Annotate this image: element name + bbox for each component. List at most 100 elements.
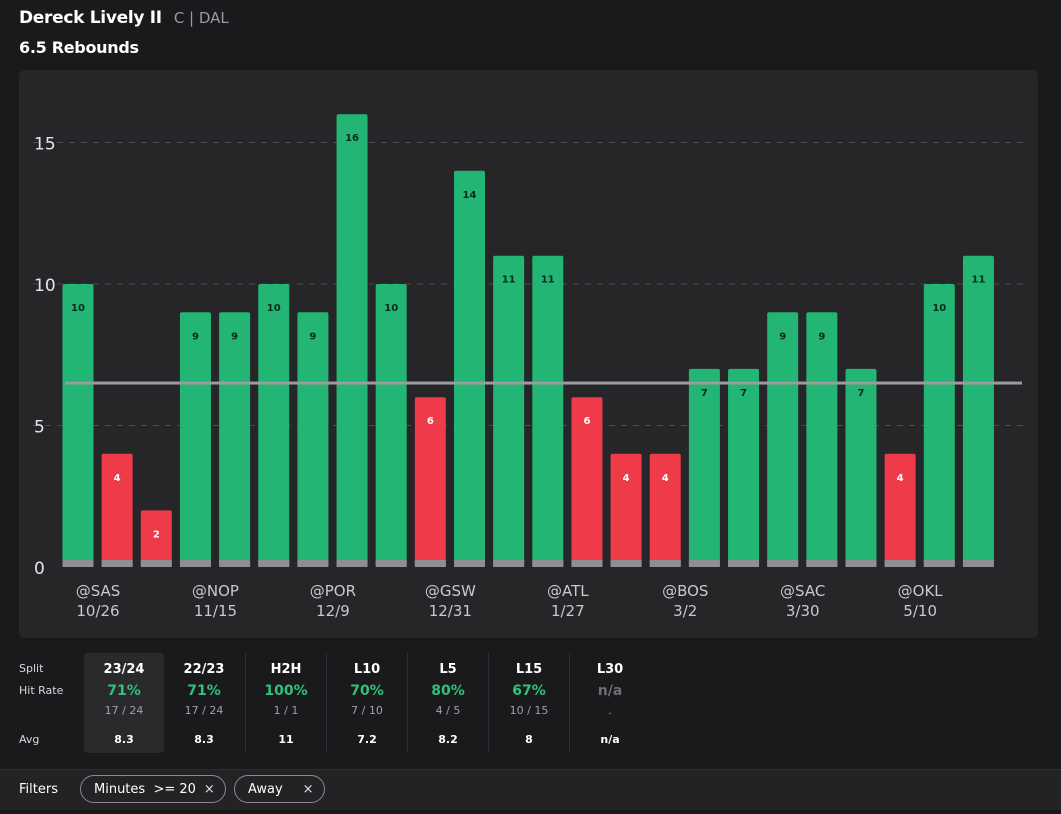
player-name: Dereck Lively II — [19, 8, 162, 28]
bar-base — [688, 560, 720, 567]
bar-base — [297, 560, 329, 567]
split-column-l5[interactable]: L5 80% 4 / 5 8.2 — [407, 653, 488, 753]
bar-value-label: 9 — [231, 331, 238, 342]
bar-base — [101, 560, 133, 567]
filter-chip-away[interactable]: Away × — [234, 775, 325, 803]
x-tick-date: 11/15 — [194, 602, 237, 620]
bar-base — [62, 560, 94, 567]
hit-fraction: 4 / 5 — [435, 704, 461, 717]
bar[interactable] — [845, 368, 877, 567]
bar-value-label: 10 — [267, 303, 281, 314]
x-tick-date: 3/2 — [673, 602, 697, 620]
bar[interactable] — [258, 284, 290, 567]
bar[interactable] — [414, 397, 446, 567]
bar[interactable] — [610, 453, 642, 567]
split-label: 22/23 — [183, 662, 225, 677]
bar-base — [414, 560, 446, 567]
bar-base — [923, 560, 955, 567]
bar[interactable] — [101, 453, 133, 567]
bar-value-label: 16 — [345, 133, 359, 144]
split-column-l10[interactable]: L10 70% 7 / 10 7.2 — [326, 653, 407, 753]
bar[interactable] — [688, 368, 720, 567]
bar[interactable] — [767, 312, 799, 567]
split-column-22-23[interactable]: 22/23 71% 17 / 24 8.3 — [164, 653, 244, 753]
hit-fraction: . — [608, 704, 612, 717]
hit-rate-value: n/a — [597, 683, 623, 699]
bar-base — [219, 560, 251, 567]
split-column-23-24[interactable]: 23/24 71% 17 / 24 8.3 — [84, 653, 164, 753]
x-tick-opponent: @GSW — [425, 582, 476, 600]
bar[interactable] — [962, 255, 994, 567]
bar-value-label: 6 — [583, 416, 590, 427]
bar[interactable] — [375, 284, 407, 567]
hit-rate-value: 71% — [107, 683, 141, 699]
bar[interactable] — [493, 255, 525, 567]
bar-base — [884, 560, 916, 567]
bar[interactable] — [62, 284, 94, 567]
bar-base — [336, 560, 368, 567]
bar-value-label: 11 — [541, 275, 555, 286]
y-tick-label: 10 — [34, 276, 56, 296]
avg-value: 11 — [278, 733, 294, 746]
bar-value-label: 9 — [192, 331, 199, 342]
filter-chip-minutes-label: Minutes >= 20 — [94, 781, 196, 797]
x-tick-opponent: @SAS — [76, 582, 121, 600]
avg-value: 8.3 — [194, 733, 214, 746]
bar[interactable] — [806, 312, 838, 567]
x-tick-date: 12/9 — [316, 602, 350, 620]
bar-base — [767, 560, 799, 567]
split-column-l30[interactable]: L30 n/a. n/a — [569, 653, 650, 753]
bar-base — [571, 560, 603, 567]
hit-rate-value: 71% — [187, 683, 221, 699]
bar[interactable] — [454, 170, 485, 568]
hit-rate-value: 67% — [512, 683, 546, 699]
chart-card: 0 5 10 15 10 4 2 9 9 10 9 16 10 6 14 11 11 6 4 4 7 7 9 9 7 4 10 11 @… — [19, 70, 1038, 638]
hit-rate-value: 70% — [350, 683, 384, 699]
bar[interactable] — [297, 312, 329, 567]
split-label: L30 — [596, 662, 624, 677]
bar[interactable] — [571, 397, 603, 567]
bar-value-label: 10 — [384, 303, 398, 314]
filters-label: Filters — [19, 782, 58, 797]
split-label: 23/24 — [103, 662, 145, 677]
bar[interactable] — [884, 453, 916, 567]
bar[interactable] — [219, 312, 251, 567]
bar-base — [493, 560, 525, 567]
bar[interactable] — [649, 453, 681, 567]
bar[interactable] — [728, 368, 760, 567]
bar-base — [962, 560, 994, 567]
bar-value-label: 11 — [971, 275, 985, 286]
bar-base — [454, 560, 485, 567]
bar[interactable] — [923, 284, 955, 567]
bar-base — [610, 560, 642, 567]
x-tick-date: 3/30 — [786, 602, 820, 620]
bar-base — [845, 560, 877, 567]
bar-value-label: 4 — [662, 473, 669, 484]
x-tick-date: 1/27 — [551, 602, 585, 620]
split-column-h2h[interactable]: H2H 100% 1 / 1 11 — [245, 653, 326, 753]
filter-chip-minutes[interactable]: Minutes >= 20 × — [80, 775, 226, 803]
close-icon[interactable]: × — [203, 781, 215, 797]
bar-value-label: 7 — [740, 388, 747, 399]
hit-fraction: 7 / 10 — [351, 704, 383, 717]
close-icon[interactable]: × — [302, 781, 314, 797]
bar-value-label: 6 — [427, 416, 434, 427]
bar[interactable] — [140, 510, 172, 567]
bar[interactable] — [532, 255, 564, 567]
bar-value-label: 4 — [623, 473, 630, 484]
bar-value-label: 9 — [309, 331, 316, 342]
hit-rate-row-label: Hit Rate — [19, 684, 64, 697]
avg-value: 8.3 — [114, 733, 134, 746]
x-tick-opponent: @BOS — [662, 582, 708, 600]
bar[interactable] — [179, 312, 211, 567]
bar-base — [258, 560, 290, 567]
split-label: L10 — [353, 662, 381, 677]
bar-base — [140, 560, 172, 567]
threshold-line — [65, 381, 1022, 385]
avg-value: 8.2 — [438, 733, 458, 746]
avg-value: 7.2 — [357, 733, 377, 746]
bar[interactable] — [336, 114, 368, 567]
split-column-l15[interactable]: L15 67% 10 / 15 8 — [488, 653, 569, 753]
bar-value-label: 7 — [701, 388, 708, 399]
player-position-team: C | DAL — [173, 9, 229, 27]
